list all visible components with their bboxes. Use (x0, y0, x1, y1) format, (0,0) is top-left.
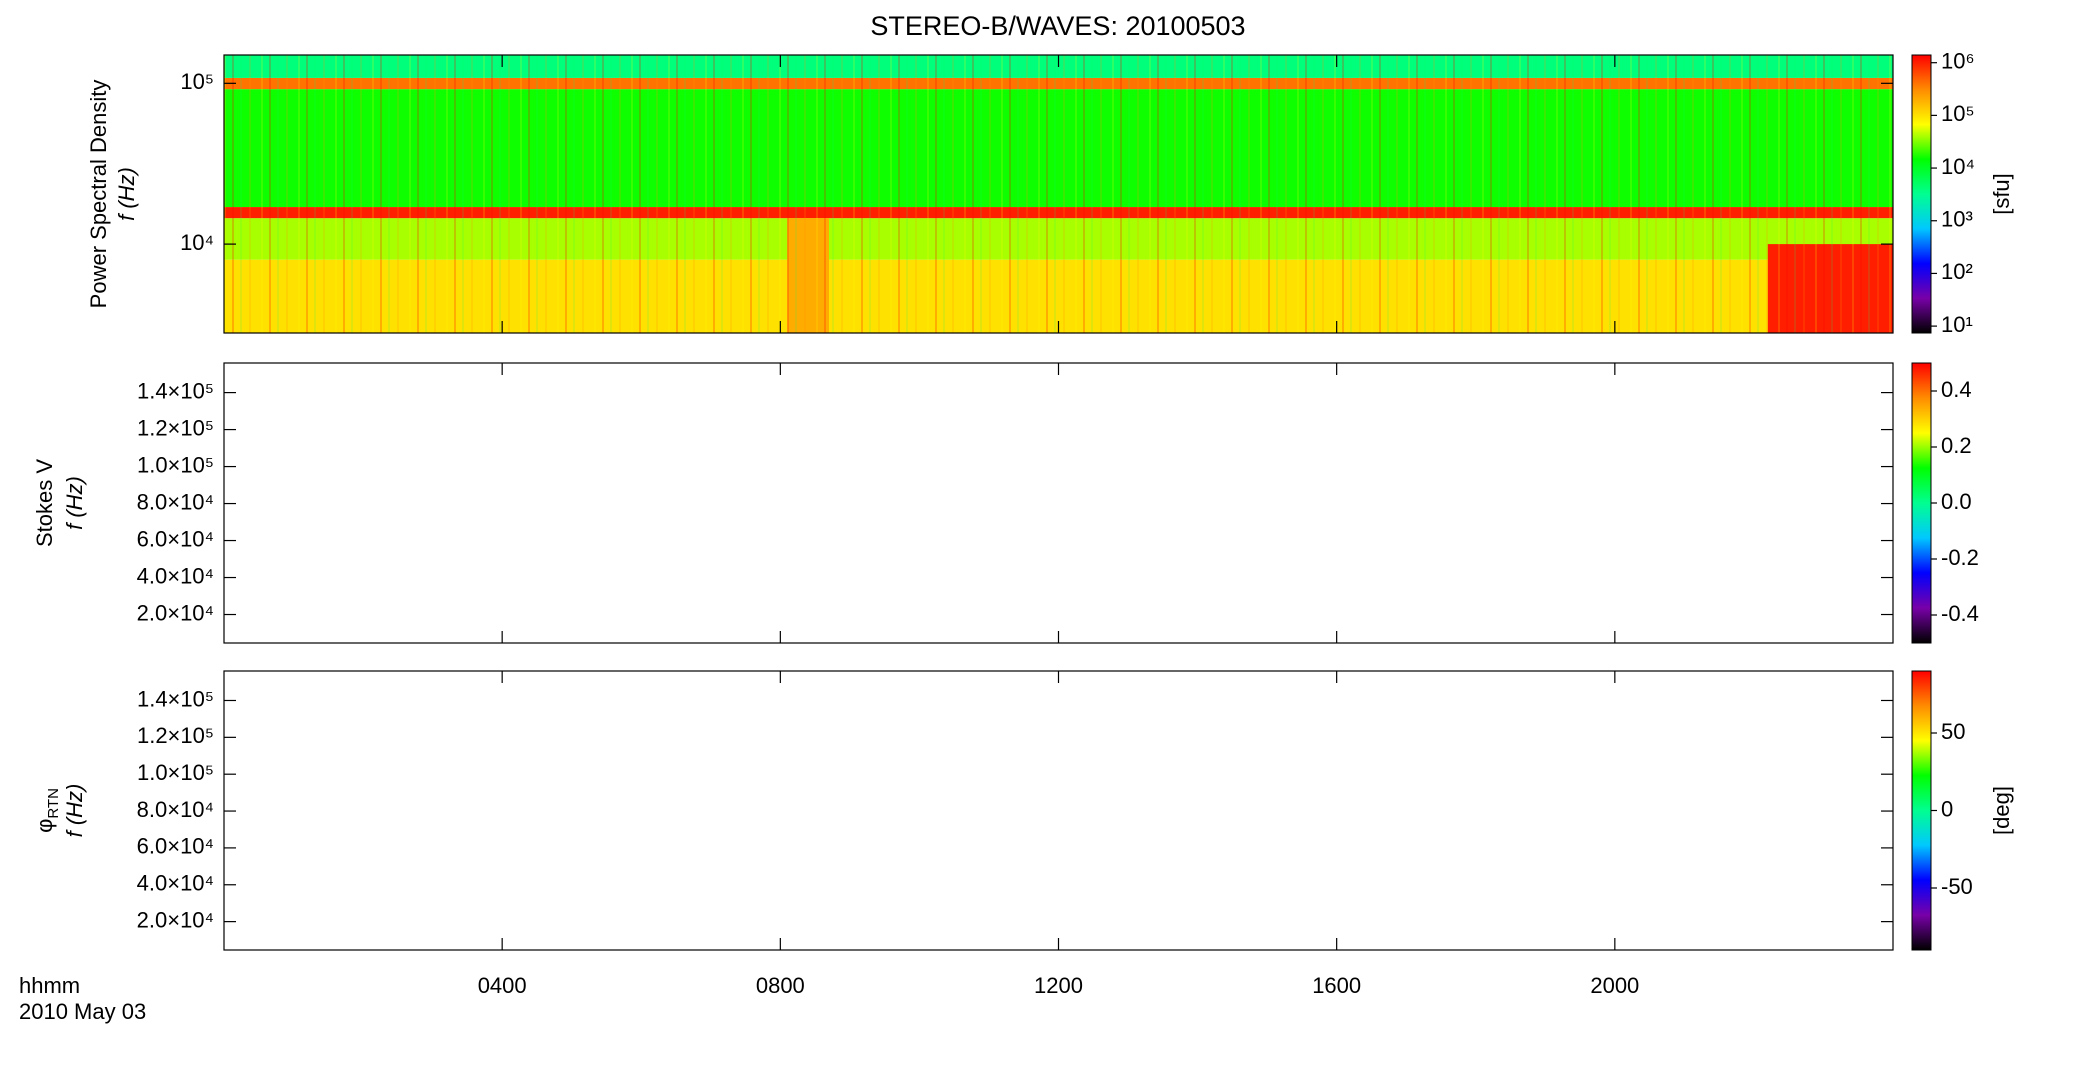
colorbar-tick-label: 10¹ (1941, 312, 1973, 337)
y-tick-label: 1.0×10⁵ (137, 760, 214, 785)
y-tick-label: 1.2×10⁵ (137, 723, 214, 748)
colorbar-tick-label: 10⁶ (1941, 49, 1975, 74)
y-tick-label: 10⁴ (180, 230, 214, 255)
colorbar-tick-label: -0.2 (1941, 545, 1979, 570)
texture (224, 55, 1893, 333)
colorbar-tick-label: -50 (1941, 874, 1973, 899)
x-tick-label: 1200 (1034, 973, 1083, 998)
colorbar-tick-label: 10² (1941, 259, 1973, 284)
y-axis-title: f (Hz) (62, 784, 87, 838)
y-axis-title: f (Hz) (62, 476, 87, 530)
y-tick-label: 1.0×10⁵ (137, 452, 214, 477)
x-tick-label: 2000 (1590, 973, 1639, 998)
colorbar (1911, 670, 1932, 951)
y-tick-label: 4.0×10⁴ (137, 563, 214, 588)
colorbar-tick-label: 0.2 (1941, 433, 1972, 458)
colorbar-tick-label: 10⁴ (1941, 154, 1975, 179)
colorbar-tick-label: 10³ (1941, 207, 1973, 232)
colorbar-tick-label: 0.4 (1941, 377, 1972, 402)
y-tick-label: 1.4×10⁵ (137, 686, 214, 711)
y-tick-label: 8.0×10⁴ (137, 797, 214, 822)
date-label: 2010 May 03 (19, 999, 146, 1024)
y-tick-label: 2.0×10⁴ (137, 907, 214, 932)
y-tick-label: 6.0×10⁴ (137, 834, 214, 859)
colorbar-tick-label: 50 (1941, 719, 1965, 744)
y-tick-label: 8.0×10⁴ (137, 489, 214, 514)
chart-title: STEREO-B/WAVES: 20100503 (870, 11, 1245, 41)
colorbar-tick-label: -0.4 (1941, 601, 1979, 626)
colorbar-tick-label: 10⁵ (1941, 101, 1975, 126)
colorbar-title: [sfu] (1989, 173, 2014, 215)
y-axis-title: Power Spectral Density (86, 80, 111, 309)
colorbar (1911, 362, 1932, 644)
y-axis-title-text: Power Spectral Density (86, 80, 111, 309)
colorbar-tick-label: 0.0 (1941, 489, 1972, 514)
y-axis-title: φRTN (32, 788, 63, 833)
spectrogram (224, 55, 1893, 333)
x-axis-label: hhmm (19, 973, 80, 998)
x-tick-label: 1600 (1312, 973, 1361, 998)
y-axis-title-text: Stokes V (32, 459, 57, 547)
y-tick-label: 1.2×10⁵ (137, 415, 214, 440)
y-axis-title-text: φ (32, 819, 57, 833)
x-tick-label: 0400 (478, 973, 527, 998)
y-axis-title: Stokes V (32, 459, 57, 547)
x-tick-label: 0800 (756, 973, 805, 998)
y-tick-label: 6.0×10⁴ (137, 526, 214, 551)
y-axis-title: f (Hz) (114, 167, 139, 221)
y-tick-label: 10⁵ (180, 69, 214, 94)
y-tick-label: 1.4×10⁵ (137, 378, 214, 403)
colorbar-tick-label: 0 (1941, 796, 1953, 821)
colorbar-title: [deg] (1989, 786, 2014, 835)
colorbar (1911, 54, 1932, 334)
y-axis-title-sub: RTN (45, 788, 62, 819)
y-tick-label: 2.0×10⁴ (137, 600, 214, 625)
y-tick-label: 4.0×10⁴ (137, 871, 214, 896)
